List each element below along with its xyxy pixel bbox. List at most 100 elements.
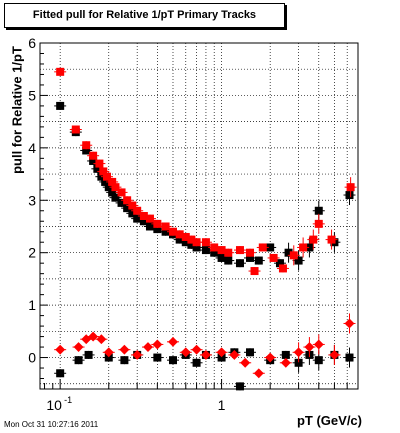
y-tick-label: 0 — [28, 350, 36, 366]
data-point-black — [266, 243, 275, 252]
data-point-red — [289, 251, 298, 260]
data-point-red — [192, 238, 201, 247]
data-point-black — [187, 240, 196, 249]
data-point-black — [56, 101, 65, 110]
data-point-red — [187, 235, 196, 244]
data-point-red — [313, 339, 324, 350]
data-point-red — [309, 235, 318, 244]
data-point-red — [210, 243, 219, 252]
data-point-red — [346, 183, 355, 192]
data-point-red — [55, 344, 66, 355]
data-point-black — [128, 209, 137, 218]
data-point-red — [153, 219, 162, 228]
data-point-red — [111, 183, 120, 192]
y-tick-label: 4 — [28, 140, 36, 156]
data-point-black — [153, 353, 162, 362]
data-point-black — [84, 350, 93, 359]
timestamp: Mon Oct 31 10:27:16 2011 — [4, 420, 99, 429]
chart-title-box: Fitted pull for Relative 1/pT Primary Tr… — [4, 3, 285, 28]
data-point-red — [175, 230, 184, 239]
x-tick-exponent: -1 — [64, 395, 72, 405]
data-point-red — [235, 246, 244, 255]
data-point-black — [345, 191, 354, 200]
plot-frame — [39, 42, 359, 390]
data-point-black — [217, 253, 226, 262]
data-point-red — [329, 349, 340, 360]
data-point-red — [108, 177, 117, 186]
data-point-black — [305, 243, 314, 252]
x-tick-label: 1 — [218, 397, 226, 413]
data-point-red — [143, 342, 153, 353]
data-point-black — [281, 350, 290, 359]
data-point-red — [201, 238, 210, 247]
data-point-red — [95, 159, 104, 168]
data-point-red — [299, 243, 308, 252]
data-point-black — [294, 256, 303, 265]
data-point-red — [123, 196, 132, 205]
data-point-black — [104, 183, 113, 192]
data-point-black — [108, 188, 117, 197]
data-point-red — [168, 227, 177, 236]
data-point-red — [133, 206, 142, 215]
data-point-black — [139, 217, 148, 226]
data-point-red — [253, 368, 264, 379]
data-point-black — [89, 156, 98, 165]
data-point-red — [280, 357, 291, 368]
data-point-red — [99, 167, 108, 176]
data-point-red — [102, 172, 111, 181]
data-point-red — [82, 141, 91, 150]
data-point-red — [180, 347, 191, 358]
data-point-black — [254, 256, 263, 265]
x-axis-label: pT (GeV/c) — [296, 413, 362, 428]
data-point-black — [224, 256, 233, 265]
data-point-red — [217, 246, 226, 255]
data-point-red — [240, 357, 251, 368]
y-tick-label: 5 — [28, 87, 36, 103]
data-point-red — [56, 67, 65, 76]
data-point-red — [191, 344, 202, 355]
y-tick-label: 6 — [28, 35, 36, 51]
data-point-red — [71, 125, 80, 134]
data-point-black — [120, 356, 129, 365]
data-point-red — [168, 336, 178, 347]
data-point-black — [161, 227, 170, 236]
data-point-red — [128, 201, 137, 210]
data-point-black — [123, 204, 132, 213]
data-point-black — [235, 382, 244, 391]
data-point-black — [82, 146, 91, 155]
data-point-black — [93, 164, 102, 173]
data-point-black — [168, 356, 177, 365]
data-point-red — [229, 349, 240, 360]
data-point-black — [217, 353, 226, 362]
data-point-black — [111, 193, 120, 202]
data-point-red — [250, 267, 259, 276]
data-point-black — [145, 222, 154, 231]
data-point-red — [258, 243, 267, 252]
data-point-black — [314, 206, 323, 215]
data-point-red — [314, 219, 323, 228]
data-point-red — [344, 318, 355, 329]
data-point-red — [278, 264, 287, 273]
data-point-black — [210, 248, 219, 257]
y-tick-label: 2 — [28, 245, 36, 261]
data-point-black — [201, 246, 210, 255]
data-point-red — [224, 248, 233, 257]
data-point-black — [246, 253, 255, 262]
data-point-red — [96, 334, 107, 345]
data-point-red — [181, 232, 190, 241]
data-point-black — [192, 358, 201, 367]
data-point-black — [133, 214, 142, 223]
data-point-red — [132, 349, 143, 360]
data-point-black — [153, 225, 162, 234]
data-point-red — [119, 344, 130, 355]
data-point-red — [152, 339, 163, 350]
data-point-black — [56, 369, 65, 378]
y-tick-label: 3 — [28, 192, 36, 208]
chart-title: Fitted pull for Relative 1/pT Primary Tr… — [32, 9, 257, 21]
data-point-black — [104, 353, 113, 362]
data-point-red — [145, 214, 154, 223]
data-point-red — [73, 342, 84, 353]
data-point-black — [192, 243, 201, 252]
data-point-black — [74, 356, 83, 365]
